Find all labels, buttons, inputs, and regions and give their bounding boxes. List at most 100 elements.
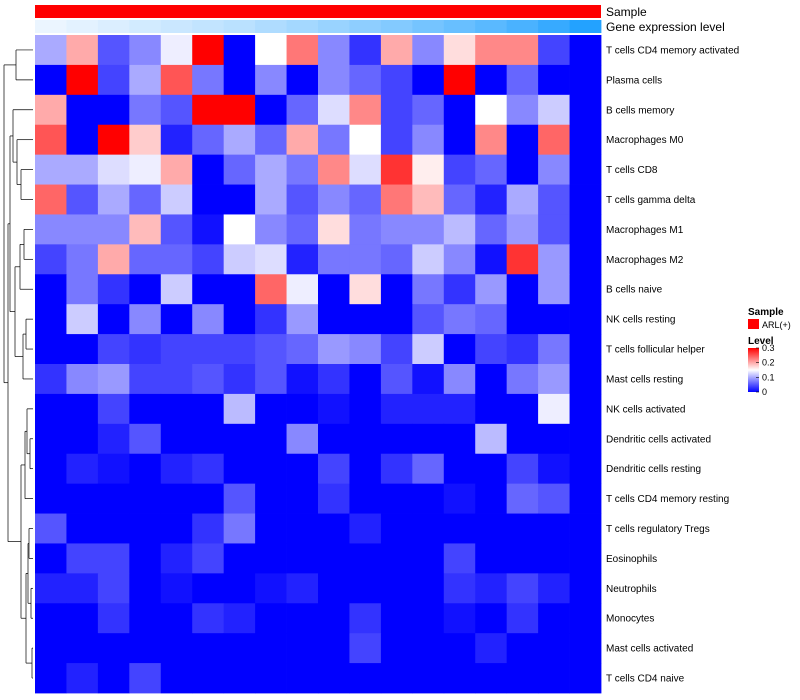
- heatmap-cell: [129, 483, 162, 514]
- heatmap-cell: [255, 94, 287, 126]
- heatmap-cell: [66, 364, 99, 395]
- gene-expression-annotation-cell: [160, 20, 193, 33]
- heatmap-cell: [255, 573, 287, 604]
- heatmap-cell: [66, 513, 99, 544]
- heatmap-cell: [318, 663, 350, 694]
- heatmap-cell: [475, 603, 508, 634]
- heatmap-cell: [286, 423, 319, 455]
- heatmap-cell: [255, 453, 287, 485]
- heatmap-cell: [35, 663, 67, 694]
- row-label: B cells naive: [606, 285, 663, 296]
- heatmap-cell: [412, 663, 445, 694]
- heatmap-cell: [160, 393, 193, 425]
- heatmap-cell: [318, 94, 350, 126]
- heatmap-cell: [569, 663, 602, 694]
- heatmap-cell: [223, 483, 256, 514]
- heatmap-cell: [318, 633, 350, 664]
- heatmap-cell: [538, 154, 570, 185]
- heatmap-cell: [223, 423, 256, 455]
- heatmap-cell: [255, 124, 287, 156]
- heatmap-cell: [506, 483, 539, 514]
- heatmap-cell: [255, 184, 287, 215]
- heatmap-cell: [569, 573, 602, 604]
- heatmap-cell: [192, 393, 225, 425]
- heatmap-cell: [475, 364, 508, 395]
- gene-expression-annotation-cell: [538, 20, 570, 33]
- heatmap-cell: [35, 364, 67, 395]
- heatmap-cell: [538, 573, 570, 604]
- heatmap-cell: [129, 453, 162, 485]
- heatmap-cell: [129, 423, 162, 455]
- heatmap-cell: [506, 573, 539, 604]
- heatmap-cell: [129, 64, 162, 96]
- heatmap-cell: [569, 423, 602, 455]
- heatmap-cell: [129, 94, 162, 126]
- heatmap-cell: [349, 513, 382, 544]
- row-label: Mast cells activated: [606, 644, 693, 655]
- heatmap-cell: [506, 334, 539, 365]
- heatmap-cell: [443, 184, 476, 215]
- heatmap-cell: [223, 244, 256, 275]
- heatmap-cell: [538, 603, 570, 634]
- heatmap-cell: [443, 94, 476, 126]
- heatmap-cell: [255, 244, 287, 275]
- heatmap-cell: [475, 453, 508, 485]
- heatmap-cell: [380, 663, 413, 694]
- legend-sample-swatch: [748, 319, 759, 329]
- heatmap-cell: [66, 483, 99, 514]
- heatmap-cell: [318, 453, 350, 485]
- heatmap-cell: [35, 124, 67, 156]
- heatmap-cell: [412, 184, 445, 215]
- heatmap-cell: [255, 35, 287, 66]
- heatmap-cell: [35, 94, 67, 126]
- heatmap-cell: [160, 35, 193, 66]
- row-label: Plasma cells: [606, 75, 662, 86]
- heatmap-cell: [569, 184, 602, 215]
- heatmap-cell: [286, 633, 319, 664]
- heatmap-cell: [286, 663, 319, 694]
- heatmap-cell: [66, 64, 99, 96]
- heatmap-cell: [538, 124, 570, 156]
- column-annotation-bars: [35, 5, 602, 33]
- heatmap-cell: [412, 94, 445, 126]
- heatmap-cell: [129, 573, 162, 604]
- heatmap-cell: [380, 274, 413, 305]
- heatmap-cell: [475, 124, 508, 156]
- legend-sample-label: ARL(+): [762, 320, 791, 330]
- heatmap-cell: [475, 244, 508, 275]
- row-label: T cells CD4 memory resting: [606, 494, 729, 505]
- heatmap-cell: [538, 423, 570, 455]
- heatmap-cell: [538, 184, 570, 215]
- row-label: Neutrophils: [606, 584, 657, 595]
- heatmap-cell: [443, 64, 476, 96]
- heatmap-cell: [475, 573, 508, 604]
- heatmap-cell: [475, 663, 508, 694]
- heatmap-cell: [66, 423, 99, 455]
- heatmap-cell: [506, 663, 539, 694]
- row-label: T cells CD4 naive: [606, 674, 685, 685]
- heatmap-cell: [160, 453, 193, 485]
- heatmap-cell: [443, 35, 476, 66]
- heatmap-cell: [160, 244, 193, 275]
- heatmap-cell: [538, 304, 570, 335]
- heatmap-cell: [569, 453, 602, 485]
- heatmap-cell: [97, 633, 130, 664]
- gene-expression-annotation-cell: [412, 20, 445, 33]
- heatmap-cell: [97, 603, 130, 634]
- heatmap-cell: [223, 274, 256, 305]
- heatmap-cell: [443, 364, 476, 395]
- heatmap-cell: [66, 304, 99, 335]
- heatmap-cell: [97, 334, 130, 365]
- heatmap-cell: [192, 64, 225, 96]
- heatmap-cell: [223, 304, 256, 335]
- heatmap-cell: [160, 154, 193, 185]
- heatmap-cell: [35, 513, 67, 544]
- heatmap-cell: [97, 274, 130, 305]
- heatmap-cell: [129, 393, 162, 425]
- heatmap-cell: [475, 214, 508, 245]
- heatmap-cell: [569, 304, 602, 335]
- heatmap-cell: [129, 334, 162, 365]
- heatmap-cell: [223, 364, 256, 395]
- gene-expression-annotation-cell: [223, 20, 256, 33]
- heatmap-cell: [192, 154, 225, 185]
